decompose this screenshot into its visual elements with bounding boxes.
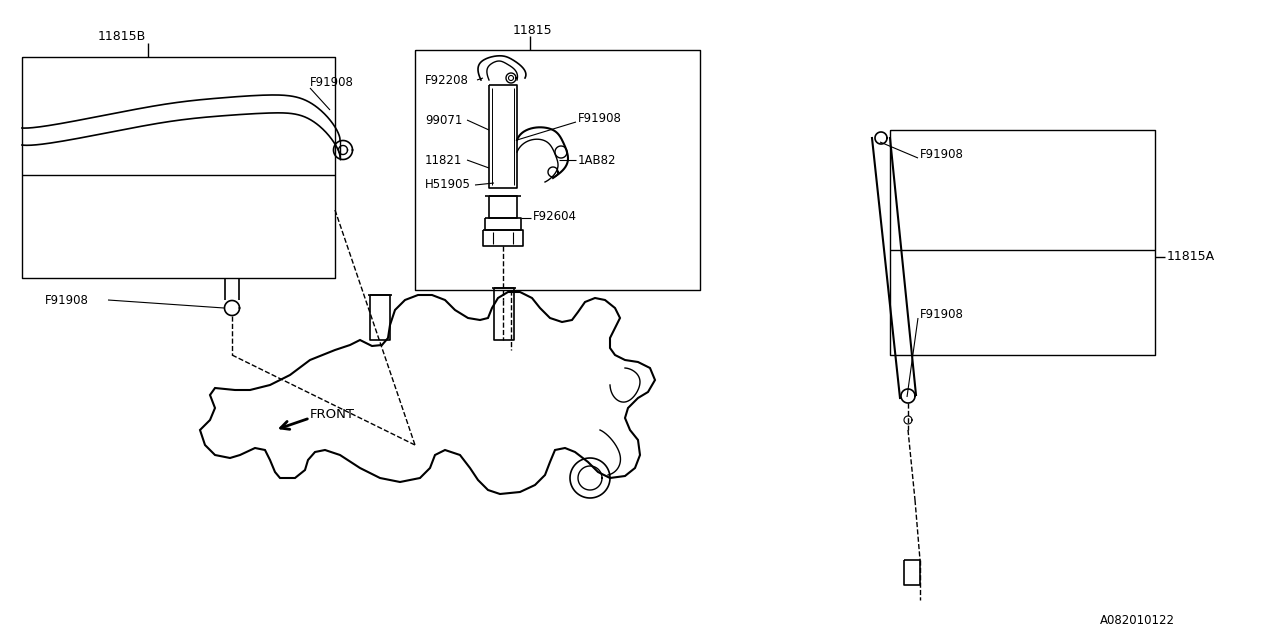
Text: 11815: 11815: [513, 24, 553, 36]
Text: F92208: F92208: [425, 74, 468, 86]
Text: 99071: 99071: [425, 113, 462, 127]
Text: F91908: F91908: [45, 294, 88, 307]
Text: H51905: H51905: [425, 179, 471, 191]
Text: F91908: F91908: [579, 111, 622, 125]
Text: 11821: 11821: [425, 154, 462, 166]
Text: A082010122: A082010122: [1100, 614, 1175, 627]
Text: F91908: F91908: [310, 77, 353, 90]
Text: F92604: F92604: [532, 209, 577, 223]
Text: FRONT: FRONT: [310, 408, 355, 422]
Text: 11815A: 11815A: [1167, 250, 1215, 264]
Text: 1AB82: 1AB82: [579, 154, 617, 166]
Text: F91908: F91908: [920, 308, 964, 321]
Text: 11815B: 11815B: [99, 31, 146, 44]
Text: F91908: F91908: [920, 148, 964, 161]
